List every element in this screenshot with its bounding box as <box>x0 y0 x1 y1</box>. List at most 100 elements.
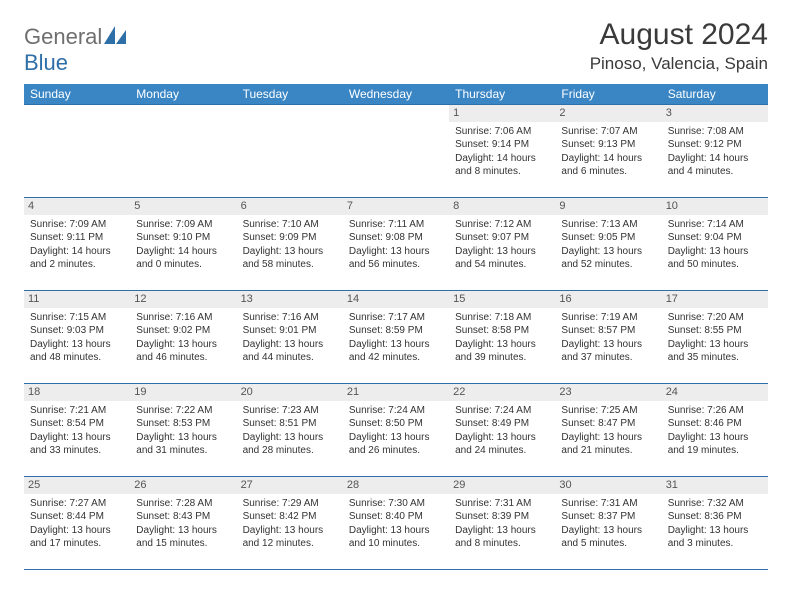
day-cell: 17 Sunrise: 7:20 AMSunset: 8:55 PMDayligh… <box>662 291 768 384</box>
day-header: Tuesday <box>237 84 343 105</box>
day-info: Sunrise: 7:06 AMSunset: 9:14 PMDaylight:… <box>455 125 549 179</box>
day-header: Thursday <box>449 84 555 105</box>
day-info: Sunrise: 7:25 AMSunset: 8:47 PMDaylight:… <box>561 404 655 458</box>
day-cell: 30Sunrise: 7:31 AMSunset: 8:37 PMDayligh… <box>555 477 661 570</box>
day-number: 14 <box>343 291 449 308</box>
day-number: 16 <box>555 291 661 308</box>
day-number: 6 <box>237 198 343 215</box>
calendar-table: SundayMondayTuesdayWednesdayThursdayFrid… <box>24 84 768 570</box>
day-header: Saturday <box>662 84 768 105</box>
day-info: Sunrise: 7:10 AMSunset: 9:09 PMDaylight:… <box>243 218 337 272</box>
day-cell: 5 Sunrise: 7:09 AMSunset: 9:10 PMDaylight… <box>130 198 236 291</box>
day-number: 20 <box>237 384 343 401</box>
day-cell: 8 Sunrise: 7:12 AMSunset: 9:07 PMDaylight… <box>449 198 555 291</box>
brand-part1: General <box>24 24 102 49</box>
day-number: 25 <box>24 477 130 494</box>
day-info: Sunrise: 7:30 AMSunset: 8:40 PMDaylight:… <box>349 497 443 551</box>
day-number: 17 <box>662 291 768 308</box>
day-cell: 31 Sunrise: 7:32 AMSunset: 8:36 PMDayligh… <box>662 477 768 570</box>
day-number: 7 <box>343 198 449 215</box>
day-number: 27 <box>237 477 343 494</box>
day-cell: 2Sunrise: 7:07 AMSunset: 9:13 PMDaylight… <box>555 105 661 198</box>
title-block: August 2024 Pinoso, Valencia, Spain <box>590 18 768 74</box>
day-info: Sunrise: 7:13 AMSunset: 9:05 PMDaylight:… <box>561 218 655 272</box>
day-info: Sunrise: 7:19 AMSunset: 8:57 PMDaylight:… <box>561 311 655 365</box>
day-info: Sunrise: 7:31 AMSunset: 8:37 PMDaylight:… <box>561 497 655 551</box>
day-info: Sunrise: 7:09 AMSunset: 9:10 PMDaylight:… <box>136 218 230 272</box>
day-number: 4 <box>24 198 130 215</box>
page-header: GeneralBlue August 2024 Pinoso, Valencia… <box>24 18 768 76</box>
week-row: ....1Sunrise: 7:06 AMSunset: 9:14 PMDayl… <box>24 105 768 198</box>
day-info: Sunrise: 7:12 AMSunset: 9:07 PMDaylight:… <box>455 218 549 272</box>
day-info: Sunrise: 7:24 AMSunset: 8:49 PMDaylight:… <box>455 404 549 458</box>
day-number: 21 <box>343 384 449 401</box>
day-number: 10 <box>662 198 768 215</box>
day-header: Wednesday <box>343 84 449 105</box>
day-info: Sunrise: 7:14 AMSunset: 9:04 PMDaylight:… <box>668 218 762 272</box>
day-cell: 29 Sunrise: 7:31 AMSunset: 8:39 PMDayligh… <box>449 477 555 570</box>
day-info: Sunrise: 7:15 AMSunset: 9:03 PMDaylight:… <box>30 311 124 365</box>
day-header-row: SundayMondayTuesdayWednesdayThursdayFrid… <box>24 84 768 105</box>
day-info: Sunrise: 7:24 AMSunset: 8:50 PMDaylight:… <box>349 404 443 458</box>
day-cell: 11Sunrise: 7:15 AMSunset: 9:03 PMDayligh… <box>24 291 130 384</box>
day-info: Sunrise: 7:23 AMSunset: 8:51 PMDaylight:… <box>243 404 337 458</box>
day-header: Friday <box>555 84 661 105</box>
week-row: 25 Sunrise: 7:27 AMSunset: 8:44 PMDayligh… <box>24 477 768 570</box>
day-number: 15 <box>449 291 555 308</box>
day-info: Sunrise: 7:16 AMSunset: 9:02 PMDaylight:… <box>136 311 230 365</box>
day-info: Sunrise: 7:17 AMSunset: 8:59 PMDaylight:… <box>349 311 443 365</box>
day-number: 19 <box>130 384 236 401</box>
day-number: 9 <box>555 198 661 215</box>
day-info: Sunrise: 7:07 AMSunset: 9:13 PMDaylight:… <box>561 125 655 179</box>
month-title: August 2024 <box>590 18 768 52</box>
day-info: Sunrise: 7:11 AMSunset: 9:08 PMDaylight:… <box>349 218 443 272</box>
day-info: Sunrise: 7:32 AMSunset: 8:36 PMDaylight:… <box>668 497 762 551</box>
day-cell: 27 Sunrise: 7:29 AMSunset: 8:42 PMDayligh… <box>237 477 343 570</box>
day-info: Sunrise: 7:28 AMSunset: 8:43 PMDaylight:… <box>136 497 230 551</box>
location-text: Pinoso, Valencia, Spain <box>590 54 768 74</box>
day-cell: 12 Sunrise: 7:16 AMSunset: 9:02 PMDayligh… <box>130 291 236 384</box>
day-cell: 1 Sunrise: 7:06 AMSunset: 9:14 PMDaylight… <box>449 105 555 198</box>
day-number: 8 <box>449 198 555 215</box>
day-cell: 4 Sunrise: 7:09 AMSunset: 9:11 PMDaylight… <box>24 198 130 291</box>
day-cell: 26 Sunrise: 7:28 AMSunset: 8:43 PMDayligh… <box>130 477 236 570</box>
day-number: 12 <box>130 291 236 308</box>
day-header: Monday <box>130 84 236 105</box>
day-cell: 7 Sunrise: 7:11 AMSunset: 9:08 PMDaylight… <box>343 198 449 291</box>
day-number: 3 <box>662 105 768 122</box>
day-info: Sunrise: 7:27 AMSunset: 8:44 PMDaylight:… <box>30 497 124 551</box>
day-info: Sunrise: 7:29 AMSunset: 8:42 PMDaylight:… <box>243 497 337 551</box>
day-cell: 16 Sunrise: 7:19 AMSunset: 8:57 PMDayligh… <box>555 291 661 384</box>
day-number: 31 <box>662 477 768 494</box>
day-info: Sunrise: 7:16 AMSunset: 9:01 PMDaylight:… <box>243 311 337 365</box>
day-number: 24 <box>662 384 768 401</box>
sail-icon <box>104 24 126 50</box>
brand-text: GeneralBlue <box>24 24 126 76</box>
empty-cell: . <box>130 105 236 198</box>
day-info: Sunrise: 7:31 AMSunset: 8:39 PMDaylight:… <box>455 497 549 551</box>
day-number: 26 <box>130 477 236 494</box>
day-number: 5 <box>130 198 236 215</box>
day-cell: 3Sunrise: 7:08 AMSunset: 9:12 PMDaylight… <box>662 105 768 198</box>
empty-cell: . <box>24 105 130 198</box>
day-number: 28 <box>343 477 449 494</box>
day-cell: 14 Sunrise: 7:17 AMSunset: 8:59 PMDayligh… <box>343 291 449 384</box>
day-cell: 15Sunrise: 7:18 AMSunset: 8:58 PMDayligh… <box>449 291 555 384</box>
day-number: 22 <box>449 384 555 401</box>
day-number: 23 <box>555 384 661 401</box>
empty-cell: . <box>237 105 343 198</box>
day-cell: 21 Sunrise: 7:24 AMSunset: 8:50 PMDayligh… <box>343 384 449 477</box>
day-number: 13 <box>237 291 343 308</box>
day-info: Sunrise: 7:20 AMSunset: 8:55 PMDaylight:… <box>668 311 762 365</box>
day-cell: 23 Sunrise: 7:25 AMSunset: 8:47 PMDayligh… <box>555 384 661 477</box>
day-info: Sunrise: 7:21 AMSunset: 8:54 PMDaylight:… <box>30 404 124 458</box>
day-number: 29 <box>449 477 555 494</box>
day-cell: 13 Sunrise: 7:16 AMSunset: 9:01 PMDayligh… <box>237 291 343 384</box>
day-number: 18 <box>24 384 130 401</box>
day-number: 1 <box>449 105 555 122</box>
day-info: Sunrise: 7:09 AMSunset: 9:11 PMDaylight:… <box>30 218 124 272</box>
day-header: Sunday <box>24 84 130 105</box>
day-info: Sunrise: 7:26 AMSunset: 8:46 PMDaylight:… <box>668 404 762 458</box>
day-cell: 22 Sunrise: 7:24 AMSunset: 8:49 PMDayligh… <box>449 384 555 477</box>
day-cell: 6 Sunrise: 7:10 AMSunset: 9:09 PMDaylight… <box>237 198 343 291</box>
